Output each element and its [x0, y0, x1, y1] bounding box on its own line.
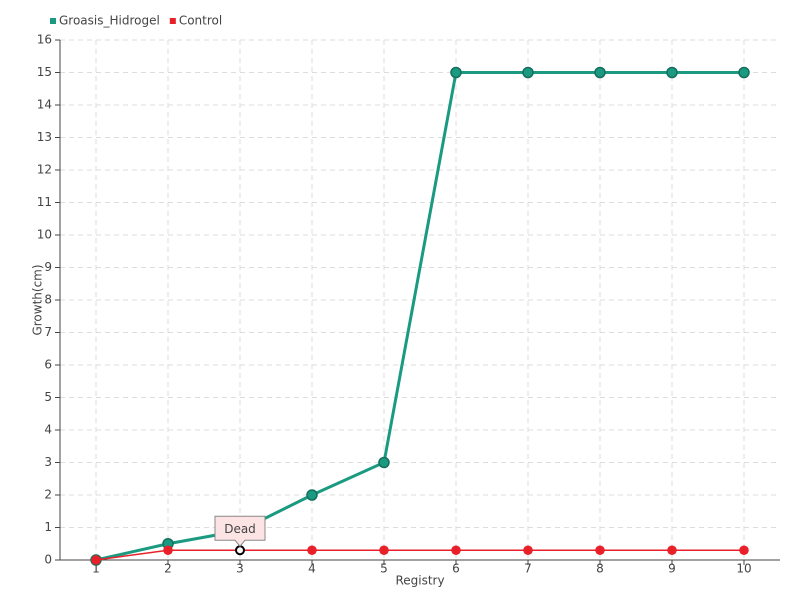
x-tick-label: 7	[524, 562, 532, 576]
legend-swatch	[169, 18, 176, 24]
legend-label: Control	[179, 14, 222, 28]
data-point	[378, 456, 390, 469]
annotation-text: Dead	[224, 522, 256, 536]
data-point	[450, 66, 462, 79]
y-tick-label: 14	[37, 98, 52, 112]
legend-swatch	[50, 18, 56, 24]
y-tick-label: 15	[37, 65, 52, 79]
legend-label: Groasis_Hidrogel	[59, 14, 160, 28]
x-tick-label: 1	[92, 562, 100, 576]
series-line	[95, 549, 744, 561]
x-tick-label: 8	[596, 562, 604, 576]
data-point	[594, 66, 606, 79]
data-point	[307, 545, 317, 555]
y-tick-label: 8	[44, 293, 52, 307]
y-tick-label: 7	[44, 325, 52, 339]
y-tick-label: 16	[37, 33, 52, 47]
y-tick-label: 1	[44, 520, 52, 534]
x-axis-title: Registry	[395, 574, 444, 588]
x-tick-label: 10	[736, 562, 751, 576]
y-tick-label: 11	[37, 195, 52, 209]
y-tick-label: 12	[37, 163, 52, 177]
y-axis-title: Growth(cm)	[31, 264, 45, 335]
data-point	[595, 545, 605, 555]
y-tick-label: 4	[44, 423, 52, 437]
y-tick-label: 10	[37, 228, 52, 242]
data-point	[739, 545, 749, 555]
x-tick-label: 5	[380, 562, 388, 576]
data-point	[666, 66, 678, 79]
data-point	[306, 489, 318, 501]
y-tick-label: 13	[37, 130, 52, 144]
y-tick-label: 3	[44, 455, 52, 469]
x-tick-label: 2	[164, 562, 172, 576]
annotation-box	[214, 515, 266, 548]
x-tick-label: 9	[668, 562, 676, 576]
data-point	[738, 66, 750, 79]
y-tick-label: 5	[44, 390, 52, 404]
y-tick-label: 9	[44, 260, 52, 274]
series-line	[95, 71, 744, 562]
y-tick-label: 6	[44, 358, 52, 372]
x-tick-label: 3	[236, 562, 244, 576]
y-tick-label: 0	[44, 553, 52, 567]
data-point	[667, 545, 677, 555]
data-point	[522, 66, 534, 79]
data-point	[235, 545, 245, 556]
y-tick-label: 2	[44, 488, 52, 502]
data-point	[163, 545, 173, 555]
x-tick-label: 6	[452, 562, 460, 576]
data-point	[91, 555, 101, 565]
data-point	[523, 545, 533, 555]
x-tick-label: 4	[308, 562, 316, 576]
data-point	[379, 545, 389, 555]
data-point	[451, 545, 461, 555]
